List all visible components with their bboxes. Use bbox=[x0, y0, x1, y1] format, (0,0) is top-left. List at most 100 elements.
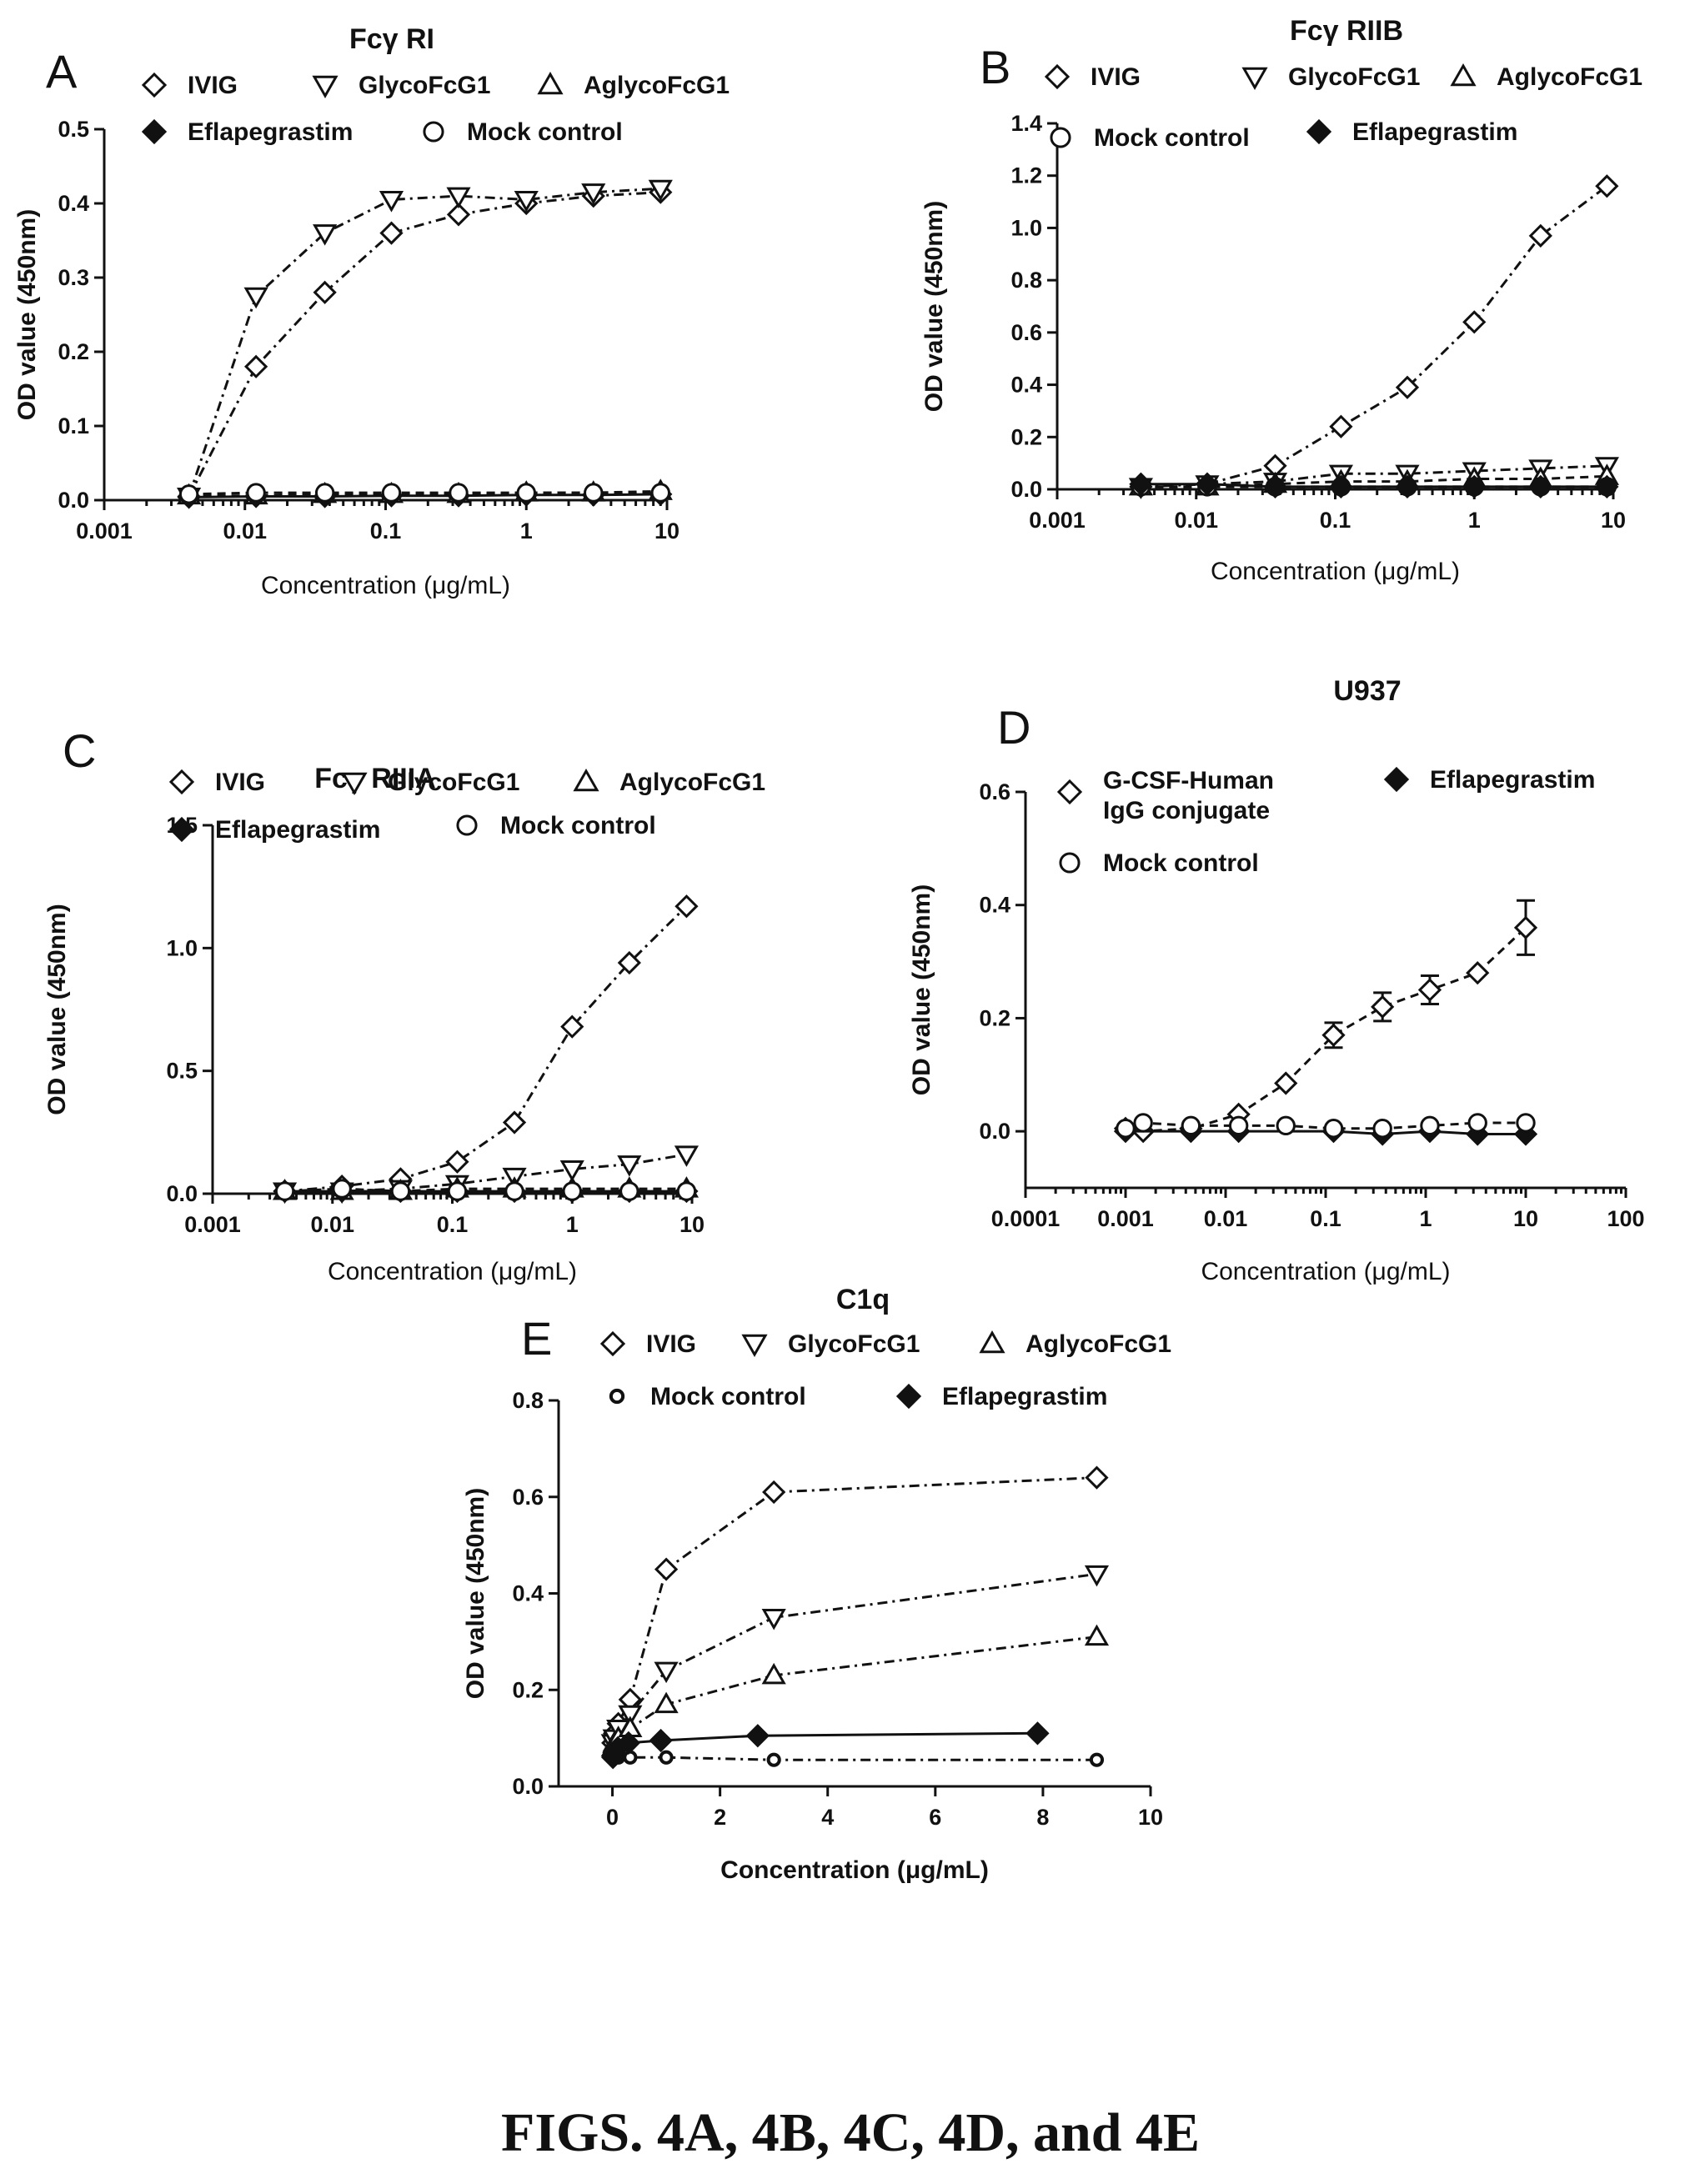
x-tick-label: 0.1 bbox=[1310, 1206, 1341, 1231]
data-point-glycofcg1 bbox=[674, 1145, 700, 1167]
data-point-g-csf-human-igg-conjugate bbox=[1417, 978, 1442, 1002]
y-axis-label: OD value (450nm) bbox=[13, 209, 41, 420]
legend-item-glycofcg1: GlycoFcG1 bbox=[741, 1330, 920, 1358]
x-tick-label: 2 bbox=[714, 1805, 726, 1830]
data-point-glycofcg1 bbox=[761, 1608, 786, 1630]
x-tick-label: 0.001 bbox=[184, 1212, 241, 1237]
legend-item-eflapegrastim: Eflapegrastim bbox=[895, 1383, 1107, 1410]
legend-item-ivig: IVIG bbox=[1044, 63, 1141, 91]
legend-label-line: G-CSF-Human bbox=[1103, 767, 1274, 794]
y-tick-label: 0.3 bbox=[58, 265, 89, 290]
x-tick-label: 10 bbox=[679, 1212, 705, 1237]
data-point-glycofcg1 bbox=[617, 1155, 642, 1177]
legend-marker-ivig bbox=[168, 769, 195, 795]
data-point-glycofcg1 bbox=[654, 1661, 679, 1684]
x-axis-label: Concentration (μg/mL) bbox=[261, 572, 510, 599]
data-point-g-csf-human-igg-conjugate bbox=[1513, 915, 1538, 939]
x-tick-label: 0.1 bbox=[370, 518, 402, 543]
x-axis-label: Concentration (μg/mL) bbox=[1211, 558, 1460, 585]
y-tick-label: 0.0 bbox=[1010, 477, 1042, 502]
data-point-mock-control bbox=[1089, 1752, 1105, 1767]
x-axis-label: Concentration (μg/mL) bbox=[720, 1856, 989, 1884]
x-tick-label: 0.01 bbox=[1174, 508, 1218, 533]
data-point-glycofcg1 bbox=[313, 224, 338, 246]
data-point-mock-control bbox=[1181, 1115, 1201, 1136]
legend-item-glycofcg1: GlycoFcG1 bbox=[341, 769, 519, 796]
legend-label: IVIG bbox=[646, 1330, 696, 1358]
series-line-mock-control bbox=[284, 1187, 687, 1193]
legend-label: Mock control bbox=[467, 118, 623, 146]
legend-marker-mock-control bbox=[423, 121, 444, 143]
data-point-eflapegrastim bbox=[1528, 474, 1552, 498]
legend-label: Mock control bbox=[500, 812, 656, 839]
legend-item-eflapegrastim: Eflapegrastim bbox=[141, 118, 353, 146]
data-point-eflapegrastim bbox=[616, 1731, 641, 1756]
data-point-mock-control bbox=[1228, 1115, 1249, 1136]
x-tick-label: 0.1 bbox=[1320, 508, 1351, 533]
data-point-eflapegrastim bbox=[1329, 474, 1353, 498]
y-tick-label: 0.4 bbox=[512, 1581, 544, 1606]
legend-marker-eflapegrastim bbox=[1306, 118, 1332, 145]
data-point-ivig bbox=[762, 1480, 786, 1505]
data-point-glycofcg1 bbox=[618, 1705, 643, 1727]
legend-item-eflapegrastim: Eflapegrastim bbox=[1383, 766, 1595, 794]
data-point-mock-control bbox=[504, 1181, 524, 1201]
y-tick-label: 0.5 bbox=[166, 1059, 198, 1084]
data-point-ivig bbox=[1395, 375, 1420, 399]
data-point-glycofcg1 bbox=[559, 1160, 584, 1182]
x-tick-label: 1 bbox=[1468, 508, 1481, 533]
legend-marker-ivig bbox=[1044, 63, 1071, 90]
chart-panel-b: B Fcγ RIIB 0.0 0.2 0.4 0.6 0.8 1.0 1.2 1.4 0.001 0.… bbox=[920, 15, 1642, 585]
legend-label: GlycoFcG1 bbox=[388, 769, 519, 796]
chart-title: C1q bbox=[836, 1284, 890, 1315]
x-tick-label: 10 bbox=[1513, 1206, 1538, 1231]
data-point-mock-control bbox=[332, 1179, 352, 1199]
legend-item-aglycofcg1: AglycoFcG1 bbox=[1450, 63, 1642, 91]
data-point-ivig bbox=[1329, 414, 1353, 438]
x-tick-label: 10 bbox=[1601, 508, 1626, 533]
data-point-glycofcg1 bbox=[379, 191, 404, 213]
legend-label: IVIG bbox=[215, 769, 265, 796]
y-axis-label: OD value (450nm) bbox=[43, 904, 71, 1115]
y-tick-label: 0.4 bbox=[58, 191, 89, 216]
data-point-mock-control bbox=[562, 1181, 582, 1201]
y-tick-label: 0.0 bbox=[979, 1119, 1010, 1144]
legend-item-ivig: IVIG bbox=[599, 1330, 696, 1358]
series-mock-control bbox=[178, 483, 670, 504]
y-tick-label: 1.0 bbox=[1010, 215, 1042, 240]
series-ivig bbox=[601, 1465, 1109, 1756]
x-tick-label: 6 bbox=[929, 1805, 941, 1830]
y-tick-label: 0.0 bbox=[58, 488, 89, 513]
data-point-mock-control bbox=[246, 483, 266, 503]
data-point-eflapegrastim bbox=[1462, 474, 1487, 498]
series-line-ivig bbox=[284, 905, 688, 1193]
data-point-eflapegrastim bbox=[1195, 472, 1220, 496]
x-tick-label: 0.1 bbox=[437, 1212, 469, 1237]
series-line-ivig bbox=[188, 191, 661, 498]
series-ivig bbox=[177, 180, 673, 508]
legend-label: Mock control bbox=[650, 1383, 806, 1410]
x-tick-label: 0.01 bbox=[1204, 1206, 1248, 1231]
data-point-mock-control bbox=[619, 1181, 639, 1201]
series-line-mock-control bbox=[613, 1756, 1097, 1761]
legend-marker-aglycofcg1 bbox=[573, 768, 599, 792]
data-point-eflapegrastim bbox=[649, 1728, 673, 1753]
data-point-ivig bbox=[243, 354, 268, 378]
series-line-aglycofcg1 bbox=[284, 1187, 687, 1193]
series-mock-control bbox=[274, 1179, 697, 1201]
x-axis-label: Concentration (μg/mL) bbox=[328, 1258, 577, 1285]
data-point-mock-control bbox=[449, 483, 469, 503]
data-point-eflapegrastim bbox=[1129, 472, 1153, 496]
legend-label: GlycoFcG1 bbox=[788, 1330, 920, 1358]
data-point-ivig bbox=[446, 203, 471, 227]
series-ivig bbox=[1129, 174, 1619, 498]
legend-label: GlycoFcG1 bbox=[359, 72, 490, 99]
legend-label: Eflapegrastim bbox=[942, 1383, 1107, 1410]
legend-label: Mock control bbox=[1103, 849, 1259, 877]
series-eflapegrastim bbox=[601, 1721, 1050, 1770]
legend-marker-ivig bbox=[599, 1330, 626, 1357]
data-point-mock-control bbox=[274, 1181, 295, 1201]
y-tick-label: 1.0 bbox=[166, 935, 198, 960]
legend-label: AglycoFcG1 bbox=[584, 72, 730, 99]
